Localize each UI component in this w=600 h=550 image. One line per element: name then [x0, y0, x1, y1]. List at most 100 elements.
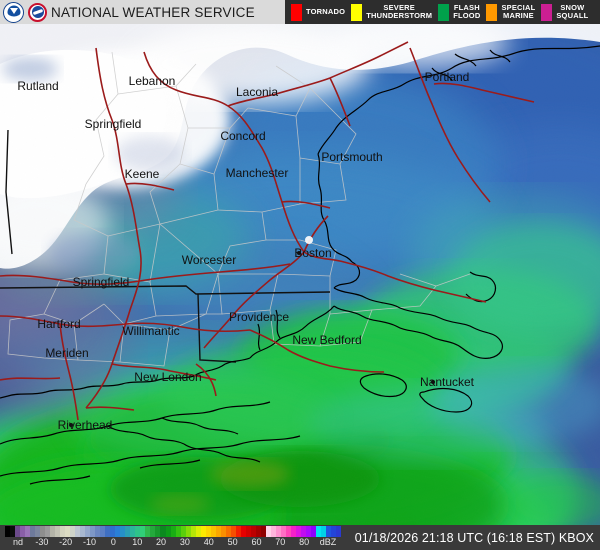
dbz-color-cell — [30, 526, 36, 537]
dbz-color-cell — [50, 526, 56, 537]
dbz-color-cell — [326, 526, 332, 537]
city-label: Boston — [294, 246, 331, 260]
dbz-color-cell — [170, 526, 176, 537]
dbz-tick: 40 — [203, 537, 214, 547]
city-label: Springfield — [85, 117, 142, 131]
dbz-tick: dBZ — [319, 537, 337, 547]
dbz-color-cell — [320, 526, 326, 537]
warning-legend-item: SNOW SQUALL — [541, 3, 588, 21]
dbz-tick: 80 — [299, 537, 310, 547]
dbz-tick: 0 — [110, 537, 116, 547]
brand-area: NATIONAL WEATHER SERVICE — [0, 0, 285, 24]
dbz-tick: -10 — [83, 537, 97, 547]
dbz-color-cell — [105, 526, 111, 537]
dbz-color-cell — [305, 526, 311, 537]
dbz-color-cell — [225, 526, 231, 537]
city-label: Providence — [229, 310, 289, 324]
dbz-color-cell — [300, 526, 306, 537]
dbz-color-cell — [195, 526, 201, 537]
dbz-color-cell — [200, 526, 206, 537]
dbz-color-cell — [100, 526, 106, 537]
dbz-color-cell — [140, 526, 146, 537]
warning-swatch — [486, 3, 498, 21]
city-label: New London — [134, 370, 201, 384]
city-label: Manchester — [226, 166, 289, 180]
city-label: Springfield — [73, 275, 130, 289]
dbz-color-cell — [55, 526, 61, 537]
dbz-color-cell — [160, 526, 166, 537]
dbz-color-cell — [5, 526, 11, 537]
warning-legend: TORNADO SEVERE THUNDERSTORM FLASH FLOOD SPE… — [285, 0, 600, 24]
dbz-color-cell — [60, 526, 66, 537]
city-label: Nantucket — [420, 375, 475, 389]
dbz-color-cell — [15, 526, 21, 537]
city-label: Portsmouth — [321, 150, 382, 164]
dbz-color-cell — [130, 526, 136, 537]
dbz-color-cell — [180, 526, 186, 537]
dbz-color-cell — [65, 526, 71, 537]
dbz-color-cell — [215, 526, 221, 537]
app-header: NATIONAL WEATHER SERVICE TORNADO SEVERE T… — [0, 0, 600, 24]
dbz-color-cell — [145, 526, 151, 537]
dbz-color-cell — [245, 526, 251, 537]
dbz-color-cell — [210, 526, 216, 537]
dbz-color-cell — [185, 526, 191, 537]
dbz-tick: nd — [12, 537, 24, 547]
dbz-color-cell — [120, 526, 126, 537]
city-labels: Rutland Lebanon Laconia Portland Springfield… — [17, 70, 474, 432]
dbz-color-cell — [260, 526, 266, 537]
city-label: Hartford — [37, 317, 80, 331]
dbz-color-cell — [85, 526, 91, 537]
warning-swatch — [351, 3, 363, 21]
dbz-color-cell — [95, 526, 101, 537]
dbz-color-bar — [5, 526, 342, 537]
dbz-color-cell — [175, 526, 181, 537]
dbz-scale[interactable]: nd -30 -20 -10 0 10 20 30 40 50 60 70 80 dBZ — [0, 525, 345, 550]
highways — [0, 41, 535, 421]
dbz-color-cell — [275, 526, 281, 537]
warning-legend-item: SEVERE THUNDERSTORM — [351, 3, 432, 21]
dbz-tick: 50 — [227, 537, 238, 547]
dbz-color-cell — [25, 526, 31, 537]
dbz-color-cell — [250, 526, 256, 537]
dbz-color-cell — [190, 526, 196, 537]
dbz-tick: 30 — [179, 537, 190, 547]
dbz-color-cell — [220, 526, 226, 537]
dbz-color-cell — [205, 526, 211, 537]
dbz-color-cell — [230, 526, 236, 537]
coastline — [0, 45, 600, 485]
dbz-tick: -30 — [35, 537, 49, 547]
dbz-color-cell — [285, 526, 291, 537]
dbz-color-cell — [10, 526, 16, 537]
dbz-color-cell — [150, 526, 156, 537]
city-label: Meriden — [45, 346, 88, 360]
brand-title: NATIONAL WEATHER SERVICE — [51, 4, 255, 20]
warning-swatch — [541, 3, 553, 21]
warning-legend-item: TORNADO — [291, 3, 345, 21]
dbz-color-cell — [70, 526, 76, 537]
dbz-tick: 20 — [156, 537, 167, 547]
dbz-color-cell — [80, 526, 86, 537]
dbz-color-cell — [135, 526, 141, 537]
city-label: Keene — [125, 167, 160, 181]
dbz-color-cell — [280, 526, 286, 537]
warning-legend-item: SPECIAL MARINE — [486, 2, 536, 21]
dbz-color-cell — [155, 526, 161, 537]
dbz-color-cell — [125, 526, 131, 537]
dbz-color-cell — [240, 526, 246, 537]
nws-logo — [28, 2, 47, 22]
radar-canvas[interactable]: Rutland Lebanon Laconia Portland Springfield… — [0, 24, 600, 525]
county-boundaries — [7, 51, 471, 367]
dbz-color-cell — [20, 526, 26, 537]
city-label: Willimantic — [122, 324, 179, 338]
dbz-color-cell — [235, 526, 241, 537]
dbz-color-cell — [40, 526, 46, 537]
warning-label: SPECIAL MARINE — [501, 2, 536, 20]
dbz-color-cell — [255, 526, 261, 537]
timestamp-label: 01/18/2026 21:18 UTC (16:18 EST) KBOX — [354, 530, 594, 545]
radar-map[interactable]: Rutland Lebanon Laconia Portland Springfield… — [0, 24, 600, 525]
dbz-color-cell — [110, 526, 116, 537]
dbz-tick-labels: nd -30 -20 -10 0 10 20 30 40 50 60 70 80 dBZ — [0, 537, 345, 550]
city-label: Concord — [220, 129, 265, 143]
dbz-color-cell — [315, 526, 321, 537]
